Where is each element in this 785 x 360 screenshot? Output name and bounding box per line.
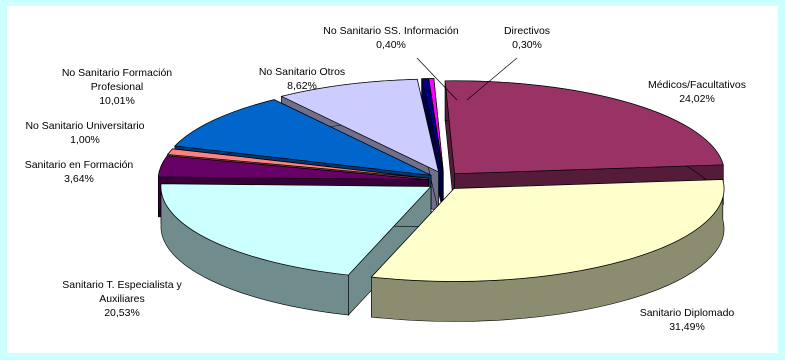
slice-value-7: 0,40% — [376, 39, 406, 51]
leader-line-7 — [416, 57, 458, 101]
slice-name-5: Profesional — [91, 81, 144, 93]
slice-value-1: 31,49% — [669, 321, 705, 333]
slice-name-7: No Sanitario SS. Información — [323, 25, 459, 37]
slice-label-3: Sanitario en Formación 3,64% — [25, 159, 134, 185]
slice-value-6: 8,62% — [287, 80, 317, 92]
slice-label-5: No Sanitario Formación Profesional 10,01% — [62, 67, 172, 107]
slice-label-1: Sanitario Diplomado 31,49% — [640, 307, 735, 333]
chart-area: Médicos/Facultativos 24,02% Sanitario Dipl… — [7, 6, 778, 353]
slice-value-2: 20,53% — [104, 307, 140, 319]
slice-name-2: Auxiliares — [99, 293, 145, 305]
slice-label-0: Médicos/Facultativos 24,02% — [648, 79, 746, 105]
pie-slice-6 — [280, 78, 440, 173]
slice-value-4: 1,00% — [70, 134, 100, 146]
pie-slice-4 — [166, 148, 429, 179]
slice-name-1: Sanitario Diplomado — [640, 307, 735, 319]
slice-label-8: Directivos 0,30% — [504, 25, 550, 51]
slice-name-8: Directivos — [504, 25, 550, 37]
slice-name-2: Sanitario T. Especialista y — [62, 279, 182, 291]
pie-slice-1 — [370, 179, 725, 282]
pie-chart: Médicos/Facultativos 24,02% Sanitario Dipl… — [25, 25, 746, 333]
slice-name-4: No Sanitario Universitario — [25, 120, 144, 132]
slice-value-8: 0,30% — [512, 39, 542, 51]
slice-name-3: Sanitario en Formación — [25, 159, 134, 171]
slice-name-5: No Sanitario Formación — [62, 67, 172, 79]
pie-slice-3 — [157, 155, 429, 180]
pie-slice-2 — [160, 183, 432, 276]
pie-slice-7 — [421, 78, 444, 172]
slice-label-6: No Sanitario Otros 8,62% — [259, 66, 345, 92]
slice-name-0: Médicos/Facultativos — [648, 79, 746, 91]
leader-line-8 — [466, 57, 518, 101]
slice-label-7: No Sanitario SS. Información 0,40% — [323, 25, 459, 51]
pie-slice-0 — [444, 80, 724, 175]
pie-slice-5 — [174, 99, 432, 176]
slice-value-3: 3,64% — [64, 173, 94, 185]
slice-label-2: Sanitario T. Especialista y Auxiliares 20,… — [62, 279, 182, 319]
slice-value-5: 10,01% — [99, 95, 135, 107]
slice-label-4: No Sanitario Universitario 1,00% — [25, 120, 144, 146]
pie-slice-8 — [428, 78, 444, 172]
slice-value-0: 24,02% — [679, 93, 715, 105]
slice-name-6: No Sanitario Otros — [259, 66, 345, 78]
